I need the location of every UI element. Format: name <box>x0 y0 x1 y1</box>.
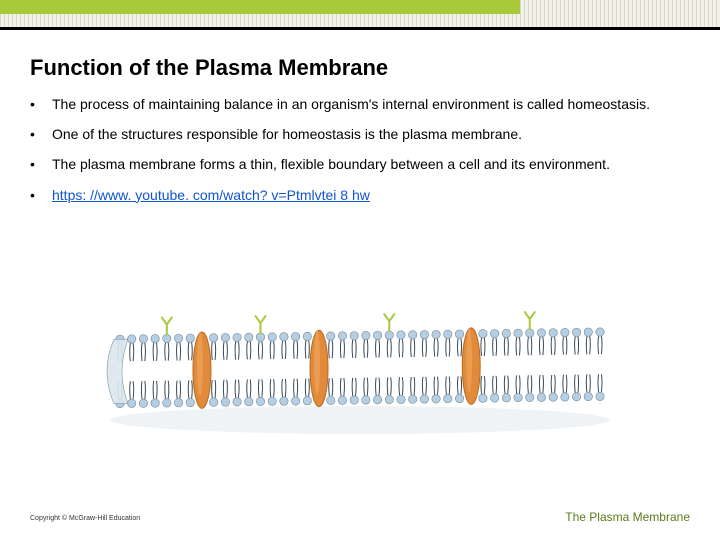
bullet-marker: • <box>30 186 52 204</box>
bullet-link[interactable]: https: //www. youtube. com/watch? v=Ptml… <box>52 186 690 204</box>
bullet-list: •The process of maintaining balance in a… <box>30 95 690 204</box>
bullet-marker: • <box>30 95 52 113</box>
bullet-text: The process of maintaining balance in an… <box>52 95 690 113</box>
bullet-marker: • <box>30 125 52 143</box>
header-bar <box>0 0 720 30</box>
bullet-item: •The plasma membrane forms a thin, flexi… <box>30 155 690 173</box>
bullet-item: •https: //www. youtube. com/watch? v=Ptm… <box>30 186 690 204</box>
bullet-text: One of the structures responsible for ho… <box>52 125 690 143</box>
slide-title: Function of the Plasma Membrane <box>30 55 690 81</box>
footer-title: The Plasma Membrane <box>565 510 690 524</box>
bullet-item: •One of the structures responsible for h… <box>30 125 690 143</box>
copyright-text: Copyright © McGraw-Hill Education <box>30 515 140 522</box>
membrane-diagram <box>0 275 720 440</box>
header-underline <box>0 27 720 30</box>
membrane-svg <box>100 275 620 435</box>
header-green-bar <box>0 0 520 14</box>
bullet-marker: • <box>30 155 52 173</box>
bullet-item: •The process of maintaining balance in a… <box>30 95 690 113</box>
bullet-text: The plasma membrane forms a thin, flexib… <box>52 155 690 173</box>
slide-content: Function of the Plasma Membrane •The pro… <box>30 55 690 216</box>
